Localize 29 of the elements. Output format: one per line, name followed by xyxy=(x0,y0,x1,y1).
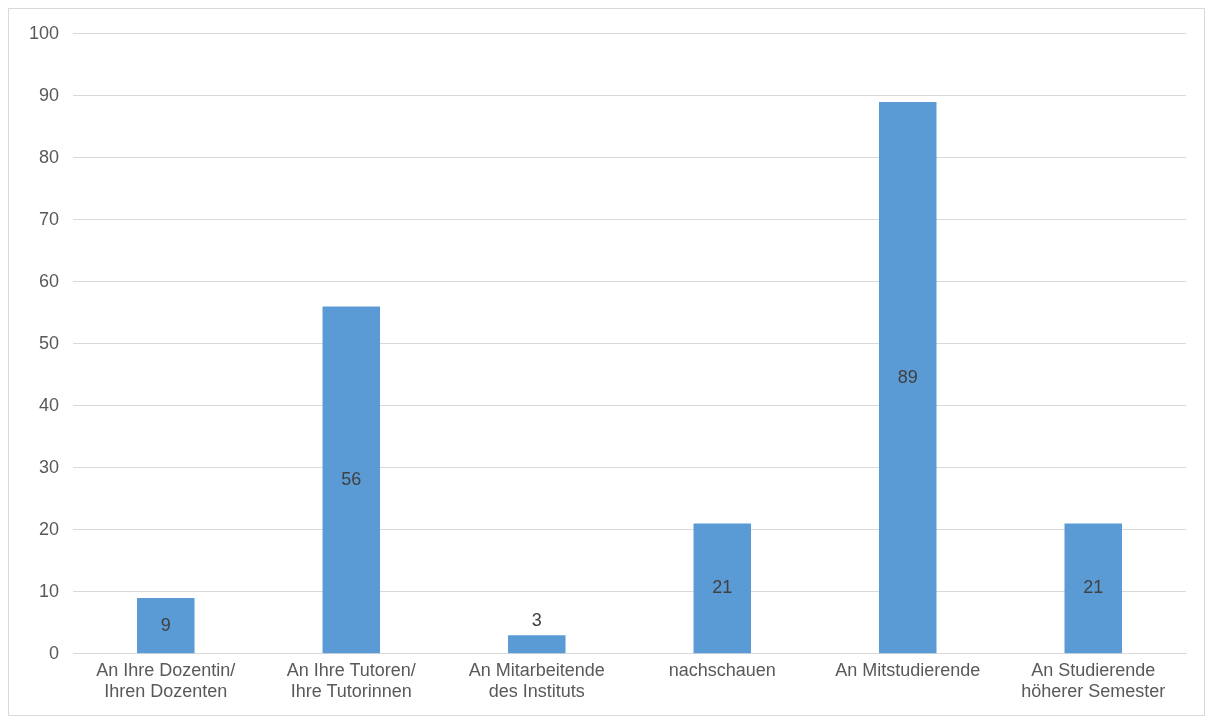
data-label: 56 xyxy=(341,468,362,489)
x-tick-label: nachschauen xyxy=(668,659,776,680)
y-tick-label: 70 xyxy=(39,208,60,229)
x-tick-label: An Ihre Tutoren/ Ihre Tutorinnen xyxy=(286,659,416,702)
y-tick-label: 30 xyxy=(39,456,60,477)
y-tick-label: 20 xyxy=(39,518,60,539)
y-tick-label: 60 xyxy=(39,270,60,291)
y-tick-label: 80 xyxy=(39,146,60,167)
y-tick-label: 50 xyxy=(39,332,60,353)
data-label: 89 xyxy=(897,366,918,387)
x-tick-label: An Studierende höherer Semester xyxy=(1021,659,1166,702)
data-label: 9 xyxy=(160,614,171,635)
y-tick-label: 90 xyxy=(39,84,60,105)
bar xyxy=(508,635,566,654)
y-tick-label: 0 xyxy=(49,642,60,663)
data-label: 21 xyxy=(1083,577,1104,598)
y-tick-label: 10 xyxy=(39,580,60,601)
x-tick-label: An Mitarbeitende des Instituts xyxy=(468,659,605,702)
bar xyxy=(1064,523,1122,654)
x-tick-label: An Mitstudierende xyxy=(835,659,981,680)
bar xyxy=(322,306,381,654)
x-tick-label: An Ihre Dozentin/ Ihren Dozenten xyxy=(96,659,236,702)
bar xyxy=(137,598,195,654)
data-label: 21 xyxy=(712,577,733,598)
bar xyxy=(693,523,752,654)
y-tick-label: 40 xyxy=(39,394,60,415)
data-label: 3 xyxy=(531,610,542,631)
y-tick-label: 100 xyxy=(28,22,60,43)
bar xyxy=(879,102,937,654)
